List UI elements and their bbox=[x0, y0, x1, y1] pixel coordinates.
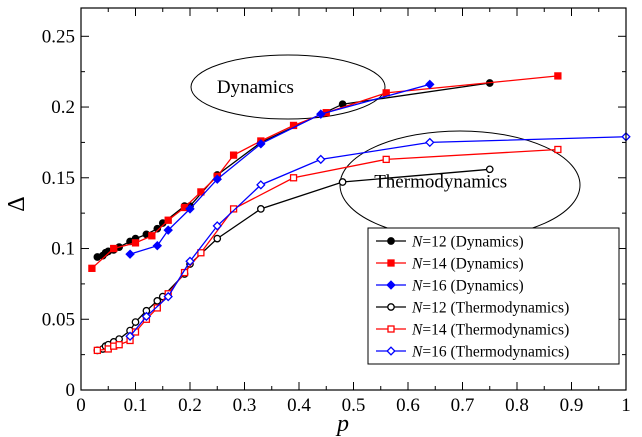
x-tick-label: 0.3 bbox=[233, 395, 257, 416]
series-layer bbox=[88, 72, 631, 355]
legend-marker bbox=[387, 259, 395, 267]
annotation-label: Dynamics bbox=[217, 77, 294, 98]
legend-label: N=16 (Thermodynamics) bbox=[411, 344, 569, 361]
data-point bbox=[316, 109, 326, 119]
data-point bbox=[110, 244, 118, 253]
x-tick-label: 0 bbox=[76, 395, 86, 416]
x-tick-label: 0.1 bbox=[124, 395, 148, 416]
series-2 bbox=[125, 79, 435, 259]
data-point bbox=[153, 304, 161, 312]
legend-marker bbox=[387, 237, 395, 245]
legend-entry: N=14 (Thermodynamics) bbox=[376, 322, 569, 339]
x-tick-label: 0.4 bbox=[287, 395, 311, 416]
annotations: Dynamics Thermodynamics bbox=[217, 77, 507, 193]
x-tick-label: 0.5 bbox=[342, 395, 366, 416]
data-point bbox=[485, 165, 494, 174]
data-point bbox=[153, 297, 162, 305]
dynamics-ellipse bbox=[190, 54, 386, 120]
data-point bbox=[316, 154, 326, 165]
y-tick-label: 0.25 bbox=[42, 26, 75, 47]
data-point bbox=[125, 249, 135, 259]
data-point bbox=[163, 225, 173, 235]
x-tick-label: 0.9 bbox=[560, 395, 584, 416]
x-tick-label: 0.8 bbox=[505, 395, 529, 416]
data-point bbox=[256, 205, 265, 213]
legend-marker bbox=[386, 346, 396, 356]
data-point bbox=[229, 205, 238, 213]
legend-label: N=14 (Thermodynamics) bbox=[411, 322, 569, 339]
y-tick-label: 0.2 bbox=[51, 97, 75, 118]
data-point bbox=[148, 232, 156, 240]
y-tick-label: 0.1 bbox=[51, 239, 75, 260]
x-tick-label: 1 bbox=[621, 395, 631, 416]
y-axis-label: Δ bbox=[4, 196, 30, 211]
data-point bbox=[88, 264, 96, 272]
data-point bbox=[256, 180, 266, 190]
data-point bbox=[153, 224, 162, 233]
data-point bbox=[382, 155, 390, 164]
legend-marker bbox=[387, 325, 395, 333]
annotation-label: Thermodynamics bbox=[374, 172, 507, 193]
legend-box bbox=[367, 227, 620, 365]
data-point bbox=[125, 331, 135, 341]
x-tick-label: 0.6 bbox=[396, 395, 420, 416]
data-point bbox=[554, 72, 562, 80]
legend-label: N=12 (Thermodynamics) bbox=[411, 300, 569, 317]
legend-entry: N=12 (Thermodynamics) bbox=[376, 300, 569, 317]
data-point bbox=[185, 256, 195, 266]
data-point bbox=[131, 239, 140, 247]
series-4 bbox=[93, 145, 562, 355]
axes: 0 0.1 0.2 0.3 0.4 0.5 0.6 0.7 0.8 0.9 1 0 0.05 0.1 0.1… bbox=[42, 7, 631, 416]
data-point bbox=[131, 318, 140, 326]
data-point bbox=[289, 174, 298, 182]
data-point bbox=[425, 137, 435, 148]
data-point bbox=[213, 234, 222, 243]
x-tick-label: 0.7 bbox=[451, 395, 475, 416]
legend-label: N=12 (Dynamics) bbox=[411, 234, 524, 251]
data-point bbox=[229, 151, 238, 159]
y-tick-label: 0 bbox=[66, 380, 76, 401]
legend-marker bbox=[386, 280, 396, 290]
data-point bbox=[212, 221, 222, 231]
data-point bbox=[554, 145, 562, 154]
data-point bbox=[197, 188, 205, 196]
legend-entry: N=16 (Dynamics) bbox=[376, 278, 524, 295]
data-point bbox=[256, 139, 266, 149]
legend-label: N=16 (Dynamics) bbox=[411, 278, 524, 295]
data-point bbox=[425, 79, 435, 90]
legend-entry: N=16 (Thermodynamics) bbox=[376, 344, 569, 361]
data-point bbox=[185, 204, 195, 214]
data-point bbox=[164, 216, 172, 224]
data-point bbox=[197, 249, 205, 257]
data-point bbox=[382, 89, 390, 97]
legend-marker bbox=[387, 303, 395, 311]
data-point bbox=[338, 178, 347, 186]
data-point bbox=[212, 174, 222, 184]
data-point bbox=[93, 346, 101, 355]
series-5 bbox=[125, 132, 631, 341]
y-tick-label: 0.05 bbox=[42, 309, 75, 330]
y-tick-label: 0.15 bbox=[42, 168, 75, 189]
data-point bbox=[141, 311, 152, 322]
x-tick-label: 0.2 bbox=[178, 395, 202, 416]
x-axis-label: p bbox=[335, 411, 349, 437]
legend-entry: N=12 (Dynamics) bbox=[376, 234, 524, 251]
data-point bbox=[115, 341, 123, 349]
data-point bbox=[152, 240, 163, 251]
legend-entry: N=14 (Dynamics) bbox=[376, 256, 524, 273]
data-point bbox=[163, 291, 173, 302]
legend-label: N=14 (Dynamics) bbox=[411, 256, 524, 273]
legend: N=12 (Dynamics) N=14 (Dynamics) N=16 (Dyna… bbox=[367, 227, 620, 365]
